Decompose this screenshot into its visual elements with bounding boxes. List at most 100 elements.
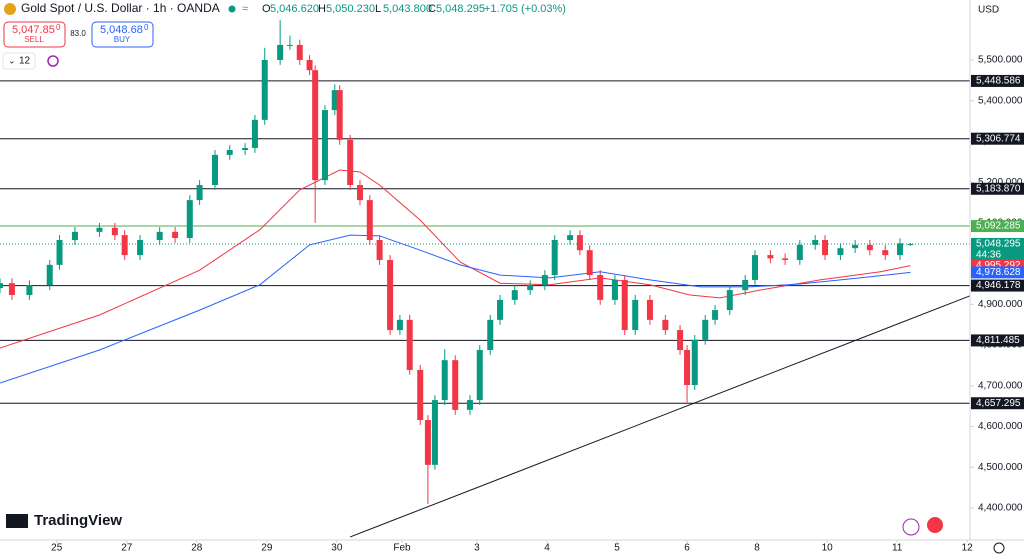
buy-sup: 0: [144, 23, 149, 32]
settings-icon[interactable]: [993, 542, 1005, 554]
x-tick-label: 3: [474, 543, 480, 554]
chevron: ⌄: [8, 55, 16, 65]
buy-price: 5,048.68: [100, 24, 143, 36]
buy-label: BUY: [114, 35, 131, 44]
y-tick-label: 4,500.000: [978, 462, 1023, 473]
candle-body: [296, 44, 303, 60]
indicator-toggle[interactable]: [2, 52, 36, 70]
change: +1.705 (+0.03%): [484, 3, 566, 15]
y-tick-label: 5,400.000: [978, 95, 1023, 106]
alert-icon[interactable]: [902, 518, 920, 536]
candle-body: [866, 244, 873, 251]
level-label-box: [971, 132, 1024, 145]
x-tick-label: 29: [261, 543, 273, 554]
candle-body: [646, 299, 653, 320]
ohlc-value: 5,048.295: [436, 3, 485, 15]
level-label: 5,183.870: [976, 183, 1021, 194]
x-tick-label: Feb: [393, 543, 411, 554]
level-label-box: [971, 397, 1024, 410]
level-label: 4,946.178: [976, 280, 1021, 291]
refresh-icon[interactable]: [47, 55, 59, 67]
candle-body: [586, 250, 593, 276]
last-price-box: [971, 237, 1024, 262]
sell-price: 5,047.85: [12, 24, 55, 36]
candle-body: [487, 319, 494, 350]
candle-body: [417, 369, 424, 421]
header: Gold Spot / U.S. Dollar · 1h · OANDA ≈ 5…: [2, 1, 1005, 554]
candle-body: [312, 70, 319, 181]
candle-body: [431, 400, 438, 465]
level-label: 5,306.774: [976, 133, 1021, 144]
axes: 4,400.0004,500.0004,600.0004,700.0004,80…: [51, 55, 1024, 554]
level-label-box: [971, 74, 1024, 87]
candle-body: [46, 264, 53, 286]
candle-body: [172, 231, 179, 238]
candle-body: [226, 150, 233, 155]
level-label: 5,448.586: [976, 76, 1021, 87]
candle-body: [466, 400, 473, 410]
x-tick-label: 12: [962, 543, 974, 554]
candle-body: [712, 310, 719, 320]
buy-button[interactable]: [91, 21, 154, 48]
candle-body: [387, 259, 394, 331]
y-tick-label: 4,700.000: [978, 380, 1023, 391]
candle-body: [812, 240, 819, 245]
x-tick-label: 30: [331, 543, 343, 554]
candle-body: [186, 200, 193, 238]
candle-body: [767, 255, 774, 259]
candle-body: [691, 339, 698, 386]
candle-body: [0, 283, 3, 289]
candle-body: [251, 119, 258, 148]
symbol-logo: [4, 3, 16, 15]
ohlc-value: 5,046.620: [270, 3, 319, 15]
candle-body: [376, 240, 383, 260]
candle-body: [907, 243, 914, 245]
candle-body: [882, 250, 889, 256]
candle-body: [684, 349, 691, 386]
x-tick-label: 8: [754, 543, 760, 554]
spread: 83.0: [70, 29, 86, 38]
candle-body: [242, 147, 249, 151]
candle-body: [441, 360, 448, 401]
ma-label: 4,995.292: [976, 260, 1021, 271]
candle-body: [286, 44, 293, 46]
x-tick-label: 11: [892, 543, 903, 554]
candle-body: [726, 290, 733, 311]
currency[interactable]: USD: [978, 5, 999, 16]
y-tick-label: 5,200.000: [978, 177, 1023, 188]
flag-icon[interactable]: [927, 517, 943, 533]
candle-body: [336, 90, 343, 140]
candle-body: [611, 279, 618, 300]
y-tick-label: 4,900.000: [978, 299, 1023, 310]
ohlc-value: 5,043.800: [383, 3, 432, 15]
x-tick-label: 5: [614, 543, 620, 554]
level-label-box: [971, 220, 1024, 233]
candle-body: [527, 285, 534, 291]
candle-body: [306, 59, 313, 71]
x-tick-label: 4: [544, 543, 550, 554]
sell-button[interactable]: [3, 21, 66, 48]
candle-body: [751, 255, 758, 280]
candle-body: [277, 44, 284, 60]
compare-icon: ≈: [242, 3, 248, 15]
candle-body: [632, 299, 639, 331]
candle-body: [321, 110, 328, 181]
candle-body: [121, 235, 128, 256]
candle-body: [156, 231, 163, 241]
moving-average: [0, 169, 911, 349]
x-tick-label: 25: [51, 543, 63, 554]
candle-body: [896, 243, 903, 256]
candle-body: [56, 240, 63, 265]
y-tick-label: 4,400.000: [978, 503, 1023, 514]
symbol-title: Gold Spot / U.S. Dollar · 1h · OANDA: [21, 1, 220, 15]
candle-body: [662, 319, 669, 331]
candle-body: [347, 139, 354, 186]
y-tick-label: 5,500.000: [978, 55, 1023, 66]
indicator-count: 12: [19, 56, 31, 67]
candle-body: [782, 258, 789, 260]
candle-body: [356, 185, 363, 201]
candle-body: [196, 185, 203, 201]
countdown: 44:36: [976, 250, 1001, 261]
candle-body: [137, 240, 144, 256]
